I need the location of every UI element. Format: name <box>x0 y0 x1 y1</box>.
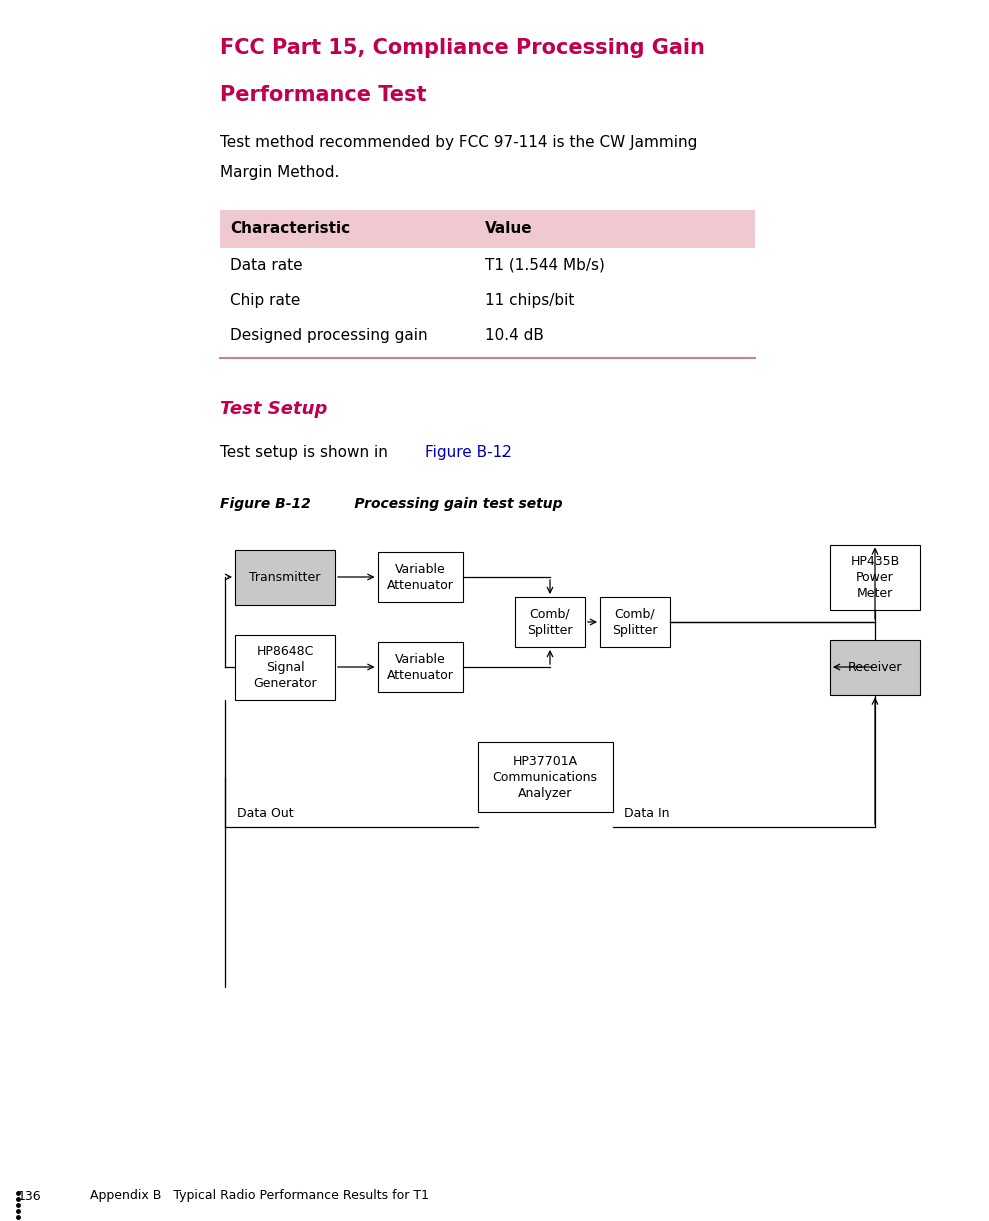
Bar <box>600 597 670 647</box>
Text: 136: 136 <box>18 1189 42 1203</box>
Text: T1 (1.544 Mb/s): T1 (1.544 Mb/s) <box>485 258 605 274</box>
Text: 10.4 dB: 10.4 dB <box>485 328 544 343</box>
Text: Processing gain test setup: Processing gain test setup <box>330 497 563 512</box>
Text: Comb/
Splitter: Comb/ Splitter <box>527 608 573 636</box>
Text: FCC Part 15, Compliance Processing Gain: FCC Part 15, Compliance Processing Gain <box>220 38 705 59</box>
Text: Comb/
Splitter: Comb/ Splitter <box>612 608 658 636</box>
Text: Receiver: Receiver <box>848 661 902 674</box>
Text: Chip rate: Chip rate <box>230 293 301 308</box>
Text: 11 chips/bit: 11 chips/bit <box>485 293 575 308</box>
Bar <box>378 552 463 602</box>
Bar <box>478 742 612 812</box>
Text: Margin Method.: Margin Method. <box>220 165 339 179</box>
Text: Test Setup: Test Setup <box>220 400 327 418</box>
Text: Transmitter: Transmitter <box>249 570 320 584</box>
Bar <box>830 640 920 695</box>
Text: HP37701A
Communications
Analyzer: HP37701A Communications Analyzer <box>493 755 597 800</box>
Text: Test setup is shown in: Test setup is shown in <box>220 444 393 460</box>
Text: Appendix B   Typical Radio Performance Results for T1: Appendix B Typical Radio Performance Res… <box>90 1189 429 1203</box>
Text: Variable
Attenuator: Variable Attenuator <box>387 652 453 681</box>
Text: Test method recommended by FCC 97-114 is the CW Jamming: Test method recommended by FCC 97-114 is… <box>220 136 697 150</box>
Bar <box>235 635 335 700</box>
Bar <box>830 545 920 609</box>
Text: Figure B-12: Figure B-12 <box>220 497 311 512</box>
Text: Data Out: Data Out <box>237 807 294 821</box>
Text: Characteristic: Characteristic <box>230 221 350 237</box>
Text: Variable
Attenuator: Variable Attenuator <box>387 563 453 591</box>
Text: HP8648C
Signal
Generator: HP8648C Signal Generator <box>253 645 316 690</box>
Text: Figure B-12: Figure B-12 <box>425 444 512 460</box>
Text: Data rate: Data rate <box>230 258 303 274</box>
Bar <box>378 642 463 692</box>
Bar <box>220 210 755 248</box>
Text: Data In: Data In <box>624 807 670 821</box>
Text: Value: Value <box>485 221 533 237</box>
Bar <box>235 549 335 604</box>
Bar <box>515 597 585 647</box>
Text: Performance Test: Performance Test <box>220 85 426 105</box>
Text: .: . <box>500 444 504 460</box>
Text: Designed processing gain: Designed processing gain <box>230 328 427 343</box>
Text: HP435B
Power
Meter: HP435B Power Meter <box>851 554 900 600</box>
